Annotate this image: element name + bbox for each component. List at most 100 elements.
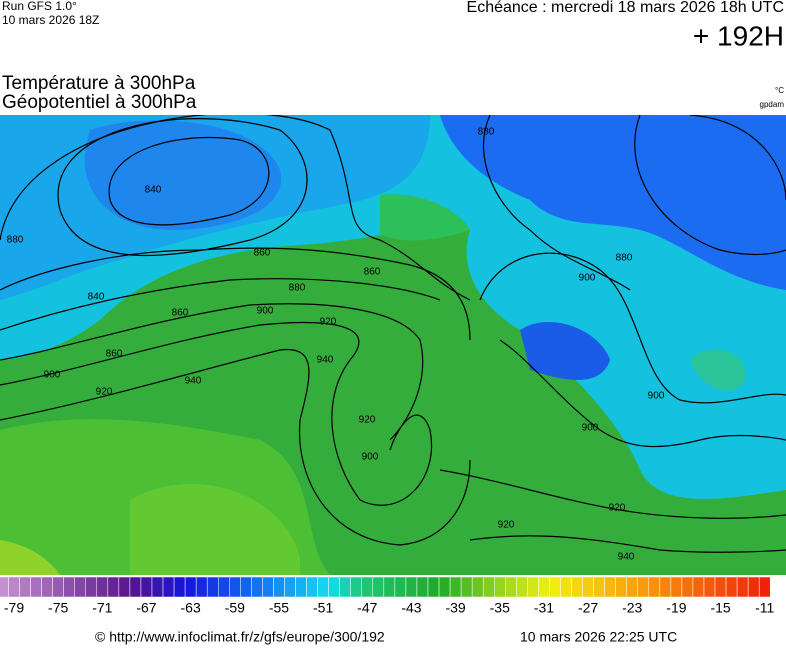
colorbar-swatch	[151, 576, 164, 598]
colorbar-swatch	[736, 576, 749, 598]
colorbar-swatch	[394, 576, 407, 598]
colorbar-swatch	[438, 576, 451, 598]
colorbar-swatch	[162, 576, 175, 598]
colorbar-swatch	[703, 576, 716, 598]
colorbar-swatch	[571, 576, 583, 598]
colorbar-tick-label: -19	[666, 600, 686, 616]
colorbar-swatch	[184, 576, 197, 598]
colorbar-swatch	[427, 576, 440, 598]
colorbar-swatch	[538, 576, 550, 598]
contour	[499, 339, 786, 448]
contour-label: 860	[254, 248, 271, 259]
colorbar-swatch	[648, 576, 661, 598]
colorbar-swatch	[560, 576, 572, 598]
colorbar-swatch	[229, 576, 241, 598]
contour	[469, 535, 786, 553]
colorbar-tick-label: -27	[578, 600, 598, 616]
contour	[0, 321, 433, 506]
contour-label: 920	[498, 520, 515, 531]
colorbar-swatch	[615, 576, 627, 598]
colorbar-swatch	[41, 576, 53, 598]
colorbar-swatch	[195, 576, 208, 598]
contour-label: 840	[145, 185, 162, 196]
colorbar-swatch	[107, 576, 120, 598]
contour-label: 840	[88, 292, 105, 303]
colorbar-swatch	[460, 576, 473, 598]
contour-label: 900	[582, 423, 599, 434]
generation-time: 10 mars 2026 22:25 UTC	[520, 629, 677, 645]
temp-area	[380, 194, 470, 241]
colorbar-tick-label: -79	[4, 600, 24, 616]
colorbar-swatch	[604, 576, 616, 598]
colorbar-swatch	[217, 576, 230, 598]
contour-label: 880	[289, 283, 306, 294]
model-label: Run GFS 1.0°	[2, 0, 77, 13]
temp-area	[520, 321, 610, 380]
colorbar-swatch	[493, 576, 506, 598]
contour	[0, 247, 471, 341]
colorbar-tick-label: -51	[313, 600, 333, 616]
valid-time: Echéance : mercredi 18 mars 2026 18h UTC	[467, 0, 784, 16]
colorbar-swatch	[173, 576, 186, 598]
contour	[0, 278, 441, 331]
colorbar-tick-label: -23	[622, 600, 642, 616]
contour	[479, 252, 786, 404]
colorbar-swatch	[129, 576, 142, 598]
colorbar-swatch	[549, 576, 561, 598]
colorbar-swatch	[251, 576, 263, 598]
colorbar-swatch	[582, 576, 594, 598]
colorbar: -79 -75 -71 -67 -63 -59 -55 -51 -47 -43 -39 -35 -31 -…	[0, 576, 775, 616]
contour-label: 900	[648, 391, 665, 402]
colorbar-swatch	[306, 576, 318, 598]
map: 880 840 860 860 840 880 860 900 920 860 900 940 920 9…	[0, 115, 786, 575]
contour	[0, 115, 471, 301]
colorbar-swatch	[85, 576, 98, 598]
colorbar-swatch	[361, 576, 374, 598]
unit-temperature: °C	[775, 86, 784, 95]
colorbar-swatch	[339, 576, 351, 598]
colorbar-swatch	[96, 576, 109, 598]
contour-label: 940	[317, 355, 334, 366]
colorbar-swatch	[670, 576, 683, 598]
temp-area	[440, 115, 786, 290]
contour-label: 920	[359, 415, 376, 426]
colorbar-swatch	[262, 576, 274, 598]
colorbar-swatch	[593, 576, 605, 598]
colorbar-tick-label: -35	[490, 600, 510, 616]
source-url: © http://www.infoclimat.fr/z/gfs/europe/…	[95, 629, 385, 645]
temp-area	[690, 349, 746, 391]
colorbar-swatch	[383, 576, 396, 598]
colorbar-swatch	[63, 576, 75, 598]
contour	[634, 115, 786, 256]
colorbar-swatch	[0, 576, 9, 598]
contour	[689, 115, 786, 201]
colorbar-swatch	[295, 576, 307, 598]
colorbar-swatch	[372, 576, 385, 598]
colorbar-swatch	[626, 576, 639, 598]
temp-area	[84, 120, 282, 230]
contour-label: 900	[257, 306, 274, 317]
colorbar-swatch	[449, 576, 462, 598]
colorbar-tick-label: -31	[534, 600, 554, 616]
contour-label: 940	[618, 552, 635, 563]
colorbar-swatch	[725, 576, 738, 598]
contour-label: 880	[616, 253, 633, 264]
colorbar-tick-label: -59	[225, 600, 245, 616]
run-label: 10 mars 2026 18Z	[2, 13, 99, 27]
contour-label: 900	[579, 273, 596, 284]
title-geopotential: Géopotentiel à 300hPa	[2, 92, 197, 113]
colorbar-tick-label: -39	[445, 600, 465, 616]
contour-label: 880	[478, 127, 495, 138]
title-temperature: Température à 300hPa	[2, 73, 196, 94]
temp-area	[0, 540, 60, 575]
lead-time: + 192H	[693, 20, 784, 51]
contour-label: 900	[362, 452, 379, 463]
colorbar-swatch	[416, 576, 429, 598]
colorbar-swatch	[328, 576, 340, 598]
colorbar-tick-label: -67	[136, 600, 156, 616]
colorbar-tick-label: -75	[48, 600, 68, 616]
colorbar-tick-label: -11	[755, 600, 774, 616]
colorbar-swatch	[140, 576, 153, 598]
colorbar-swatch	[74, 576, 87, 598]
contour-label: 920	[320, 317, 337, 328]
